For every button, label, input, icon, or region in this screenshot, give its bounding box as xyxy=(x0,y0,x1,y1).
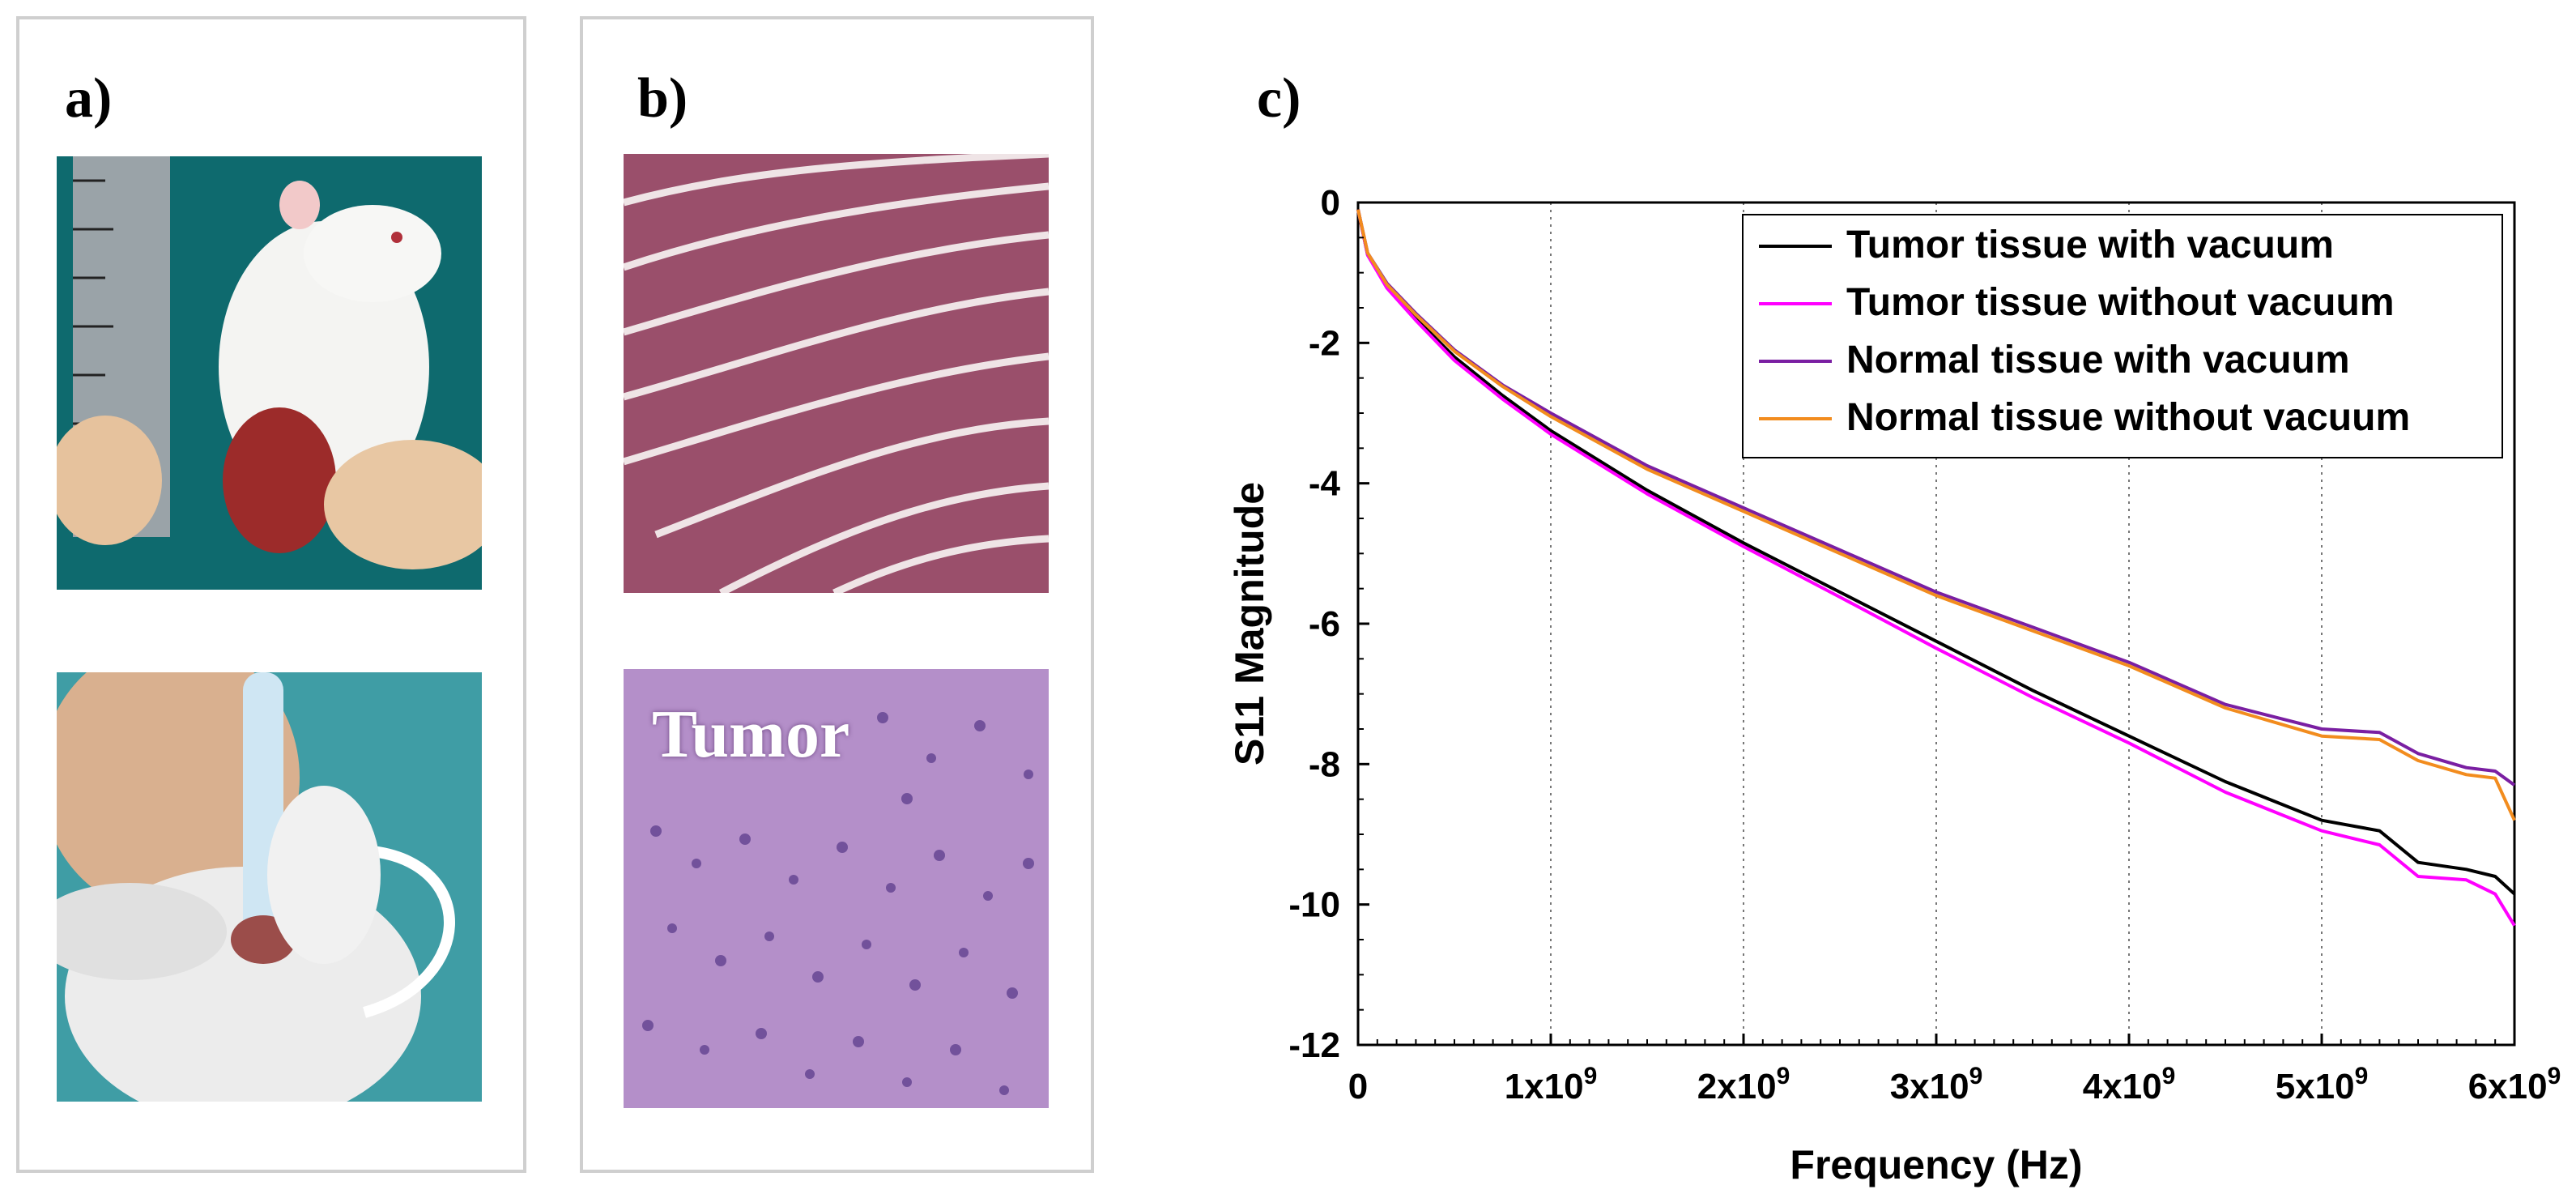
legend-box xyxy=(1742,214,2503,458)
x-tick-exponent: 9 xyxy=(2548,1063,2561,1089)
y-tick-label: -6 xyxy=(1309,604,1340,644)
legend: Tumor tissue with vacuum Tumor tissue wit… xyxy=(1742,214,2503,458)
axis-ticks: 0 1x109 2x109 3x109 4x109 5x109 6x1090-2-4-6-8… xyxy=(1288,183,2561,1106)
tumor-histology xyxy=(624,669,1049,1108)
x-axis-title: Frequency (Hz) xyxy=(1790,1142,2082,1187)
normal-muscle-histology xyxy=(624,154,1049,593)
mouse-with-ruler-photo xyxy=(57,156,482,590)
y-axis-title: S11 Magnitude xyxy=(1227,482,1272,765)
probe-on-tumor-photo xyxy=(57,672,482,1102)
x-tick-base: 0 xyxy=(1348,1067,1368,1106)
x-tick-base: 1x10 xyxy=(1505,1067,1584,1106)
x-tick-label: 6x109 xyxy=(2468,1063,2561,1106)
series-line-4 xyxy=(1356,209,2516,821)
legend-entry: Normal tissue with vacuum xyxy=(1846,339,2350,382)
x-tick-base: 3x10 xyxy=(1890,1067,1969,1106)
x-tick-exponent: 9 xyxy=(2355,1063,2369,1089)
x-tick-label: 3x109 xyxy=(1890,1063,1983,1106)
series-line-2 xyxy=(1356,209,2516,927)
x-tick-label: 0 xyxy=(1348,1067,1368,1106)
y-tick-label: -12 xyxy=(1288,1025,1340,1065)
x-tick-exponent: 9 xyxy=(1584,1063,1598,1089)
series-line-1 xyxy=(1356,209,2516,896)
x-tick-base: 2x10 xyxy=(1697,1067,1777,1106)
y-tick-label: -8 xyxy=(1309,744,1340,784)
panel-b-label: b) xyxy=(637,67,688,130)
x-tick-label: 1x109 xyxy=(1505,1063,1598,1106)
s11-chart: 0 1x109 2x109 3x109 4x109 5x109 6x1090-2-4-6-8… xyxy=(1227,183,2561,1187)
x-tick-label: 2x109 xyxy=(1697,1063,1790,1106)
y-tick-label: -10 xyxy=(1288,885,1340,925)
y-tick-label: 0 xyxy=(1321,183,1340,223)
y-tick-label: -2 xyxy=(1309,323,1340,363)
x-tick-exponent: 9 xyxy=(1777,1063,1790,1089)
x-tick-exponent: 9 xyxy=(1969,1063,1983,1089)
x-tick-label: 4x109 xyxy=(2083,1063,2176,1106)
y-tick-label: -4 xyxy=(1309,464,1341,504)
x-tick-base: 6x10 xyxy=(2468,1067,2548,1106)
panel-a-label: a) xyxy=(65,67,113,130)
series-lines xyxy=(1356,209,2516,927)
panel-c-label: c) xyxy=(1257,67,1301,130)
x-tick-label: 5x109 xyxy=(2276,1063,2369,1106)
legend-entry: Tumor tissue without vacuum xyxy=(1846,281,2395,324)
x-tick-base: 5x10 xyxy=(2276,1067,2355,1106)
tumor-label: Tumor xyxy=(652,697,850,772)
legend-entry: Tumor tissue with vacuum xyxy=(1846,224,2334,266)
x-tick-base: 4x10 xyxy=(2083,1067,2162,1106)
legend-entry: Normal tissue without vacuum xyxy=(1846,396,2410,439)
x-tick-exponent: 9 xyxy=(2162,1063,2176,1089)
